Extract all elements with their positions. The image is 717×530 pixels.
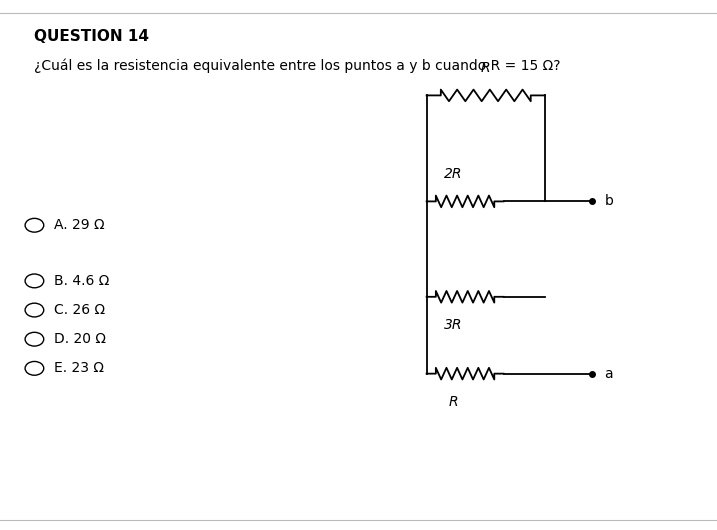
Text: a: a: [604, 367, 613, 381]
Text: C. 26 Ω: C. 26 Ω: [54, 303, 105, 317]
Text: QUESTION 14: QUESTION 14: [34, 29, 149, 44]
Text: R: R: [481, 61, 490, 75]
Text: b: b: [604, 195, 613, 208]
Text: A. 29 Ω: A. 29 Ω: [54, 218, 105, 232]
Text: 2R: 2R: [445, 167, 462, 181]
Text: E. 23 Ω: E. 23 Ω: [54, 361, 105, 375]
Text: ¿Cuál es la resistencia equivalente entre los puntos a y b cuando R = 15 Ω?: ¿Cuál es la resistencia equivalente entr…: [34, 58, 561, 73]
Text: D. 20 Ω: D. 20 Ω: [54, 332, 107, 346]
Text: R: R: [449, 395, 458, 409]
Text: B. 4.6 Ω: B. 4.6 Ω: [54, 274, 110, 288]
Text: 3R: 3R: [445, 318, 462, 332]
